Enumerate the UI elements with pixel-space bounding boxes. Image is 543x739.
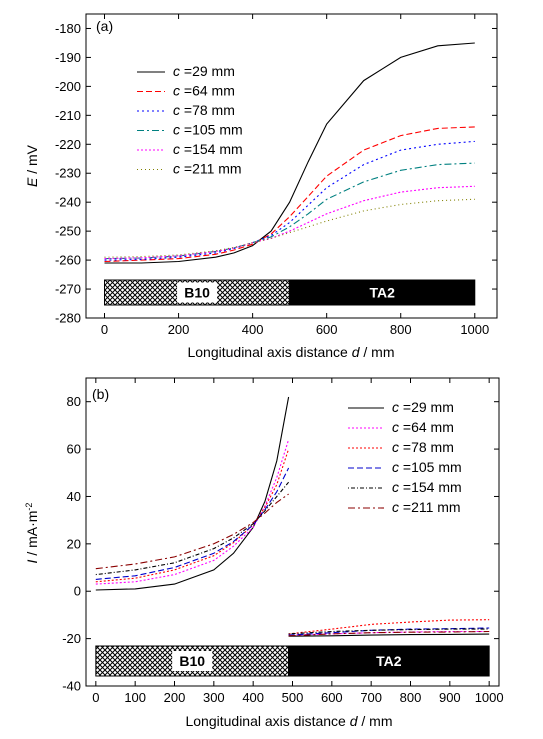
- series-line-c211mm: [104, 198, 475, 258]
- x-tick-label: 300: [203, 690, 225, 705]
- x-axis-ticks-a: 0 200 400 600 800 1000: [101, 14, 489, 337]
- x-tick-label: 600: [316, 322, 338, 337]
- y-tick-label: 0: [74, 584, 81, 599]
- x-tick-label: 800: [400, 690, 422, 705]
- legend-b: c =29 mm c =64 mm c =78 mm c =105 mm c =154 …: [348, 399, 462, 515]
- legend-entry: c =154 mm: [173, 141, 243, 157]
- series-group-a: [104, 42, 475, 264]
- x-tick-label: 200: [164, 690, 186, 705]
- series-group-b: [95, 396, 490, 637]
- material-label-bg: [172, 651, 213, 671]
- material-bar-a: B10 TA2: [104, 279, 476, 306]
- legend-entry: c =29 mm: [173, 63, 235, 79]
- material-label-b10: B10: [184, 285, 210, 301]
- legend-entry: c =211 mm: [392, 499, 461, 515]
- y-tick-label: -190: [55, 50, 81, 65]
- chart-panel-a: B10 TA2 0 200 400 600 800 1000 -280 -270 -260 -25…: [24, 13, 498, 360]
- series-line-c29mm-ta2: [288, 633, 490, 637]
- legend-entry: c =211 mm: [173, 161, 242, 177]
- series-line-c105mm: [104, 162, 475, 260]
- x-axis-label-b: Longitudinal axis distance d / mm: [185, 713, 392, 729]
- y-tick-label: -270: [55, 282, 81, 297]
- y-tick-label: -250: [55, 224, 81, 239]
- series-line-c211mm: [95, 493, 289, 570]
- x-tick-label: 100: [124, 690, 146, 705]
- legend-entry: c =105 mm: [173, 122, 243, 138]
- y-tick-label: 20: [67, 536, 81, 551]
- panel-label-a: (a): [96, 18, 113, 34]
- y-tick-label: -220: [55, 137, 81, 152]
- chart-panel-b: B10 TA2 0 100 200 300 400 500 600 700 800 900 1000 …: [24, 377, 504, 729]
- x-tick-label: 1000: [475, 690, 504, 705]
- material-label-ta2: TA2: [376, 653, 402, 669]
- series-line-c78mm-ta2: [288, 619, 490, 635]
- series-line-c211mm-ta2: [288, 630, 490, 637]
- y-tick-label: -180: [55, 21, 81, 36]
- series-line-c64mm: [104, 126, 475, 263]
- y-tick-label: -20: [62, 631, 81, 646]
- x-tick-label: 200: [168, 322, 190, 337]
- y-tick-label: -260: [55, 253, 81, 268]
- y-tick-label: -240: [55, 195, 81, 210]
- series-line-c105mm: [95, 467, 290, 580]
- plot-frame-a: [85, 13, 498, 319]
- legend-entry: c =78 mm: [392, 439, 454, 455]
- y-tick-label: 40: [67, 489, 81, 504]
- x-axis-ticks-b: 0 100 200 300 400 500 600 700 800 900 1000: [92, 378, 504, 705]
- legend-entry: c =29 mm: [392, 399, 454, 415]
- material-bar-b: B10 TA2: [95, 645, 490, 677]
- x-tick-label: 1000: [460, 322, 489, 337]
- y-axis-label-a: E / mV: [24, 144, 40, 187]
- x-tick-label: 700: [360, 690, 382, 705]
- x-axis-label-a: Longitudinal axis distance d / mm: [187, 344, 394, 360]
- legend-entry: c =78 mm: [173, 102, 235, 118]
- y-axis-ticks-a: -280 -270 -260 -250 -240 -230 -220 -210 -200 -190…: [55, 21, 497, 326]
- series-line-c154mm: [95, 481, 290, 576]
- series-line-c29mm: [95, 396, 290, 591]
- series-line-c78mm: [95, 448, 290, 583]
- y-tick-label: 80: [67, 394, 81, 409]
- material-label-b10: B10: [179, 653, 205, 669]
- y-tick-label: -40: [62, 679, 81, 694]
- y-tick-label: -230: [55, 166, 81, 181]
- legend-a: c =29 mm c =64 mm c =78 mm c =105 mm c =154 …: [137, 63, 243, 177]
- material-region-ta2: [289, 279, 476, 306]
- x-tick-label: 0: [92, 690, 99, 705]
- legend-entry: c =105 mm: [392, 459, 462, 475]
- legend-entry: c =64 mm: [392, 419, 454, 435]
- legend-entry: c =154 mm: [392, 479, 462, 495]
- series-line-c154mm: [104, 185, 475, 260]
- material-label-ta2: TA2: [370, 285, 396, 301]
- y-tick-label: -280: [55, 311, 81, 326]
- panel-label-b: (b): [92, 386, 109, 402]
- y-axis-ticks-b: -40 -20 0 20 40 60 80: [62, 394, 499, 694]
- x-tick-label: 500: [282, 690, 304, 705]
- series-line-c154mm-ta2: [288, 628, 490, 635]
- x-tick-label: 0: [101, 322, 108, 337]
- material-region-ta2: [288, 645, 490, 677]
- x-tick-label: 900: [439, 690, 461, 705]
- x-tick-label: 600: [321, 690, 343, 705]
- x-tick-label: 400: [242, 322, 264, 337]
- legend-entry: c =64 mm: [173, 83, 235, 99]
- y-tick-label: -200: [55, 79, 81, 94]
- series-line-c29mm: [104, 42, 475, 264]
- y-tick-label: 60: [67, 442, 81, 457]
- y-tick-label: -210: [55, 108, 81, 123]
- series-line-c78mm: [104, 140, 475, 261]
- series-line-c64mm: [95, 439, 290, 585]
- x-tick-label: 800: [390, 322, 412, 337]
- y-axis-label-b: I / mA·m-2: [24, 503, 40, 564]
- x-tick-label: 400: [242, 690, 264, 705]
- material-label-bg: [177, 282, 218, 303]
